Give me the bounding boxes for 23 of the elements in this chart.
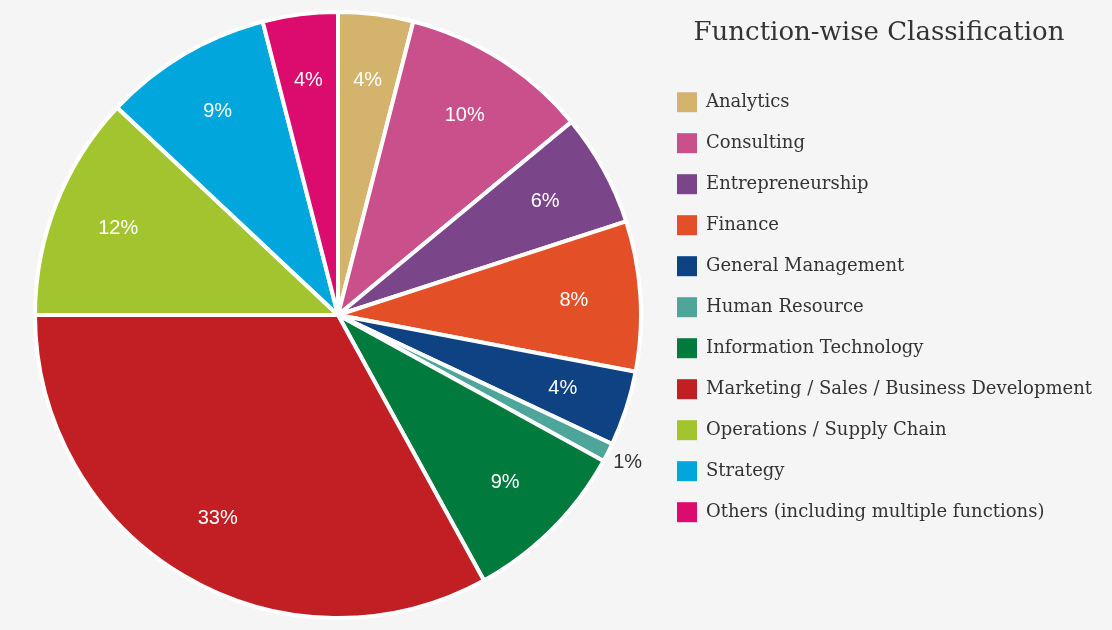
data-label: 6%	[530, 188, 560, 211]
legend-label: Marketing / Sales / Business Development	[706, 376, 1093, 398]
data-label: 10%	[444, 102, 485, 125]
legend-label: Analytics	[705, 89, 790, 111]
data-label: 33%	[197, 505, 238, 528]
legend-label: Finance	[706, 212, 779, 234]
legend-label: Information Technology	[706, 335, 925, 357]
data-label: 1%	[613, 450, 643, 473]
legend-title: Function-wise Classification	[693, 15, 1065, 46]
data-label: 9%	[490, 469, 520, 492]
legend-label: General Management	[706, 253, 906, 275]
data-label: 4%	[548, 375, 578, 398]
data-label: 4%	[293, 68, 324, 91]
legend-label: Consulting	[706, 130, 805, 152]
data-label: 4%	[353, 68, 383, 91]
legend-label: Operations / Supply Chain	[706, 417, 947, 439]
data-label: 8%	[559, 287, 589, 310]
legend-label: Strategy	[706, 458, 786, 480]
legend-label: Human Resource	[706, 294, 864, 316]
data-label: 12%	[98, 215, 139, 238]
legend-label: Others (including multiple functions)	[706, 499, 1045, 521]
data-label: 9%	[203, 99, 233, 122]
legend-label: Entrepreneurship	[706, 171, 869, 193]
